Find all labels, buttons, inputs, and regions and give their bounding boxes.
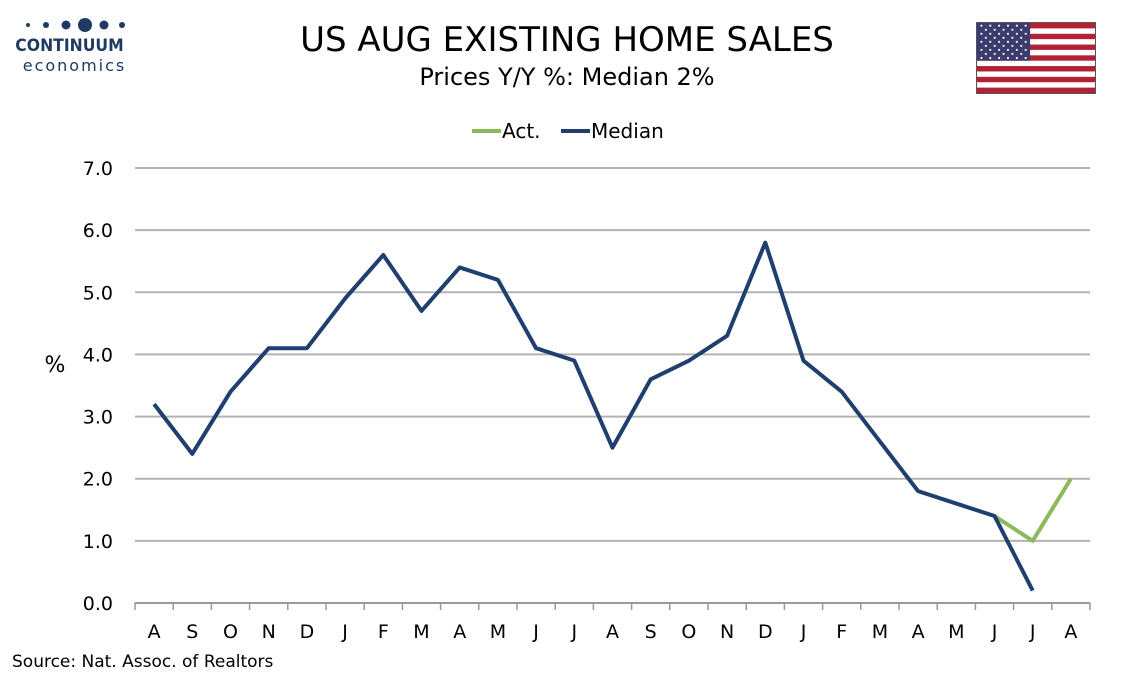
series-line-act [993, 477, 1073, 543]
x-tick-label: N [720, 621, 734, 643]
x-tick-label: A [912, 621, 925, 643]
x-tick-label: F [378, 621, 389, 643]
x-tick-label: M [413, 621, 429, 643]
x-tick-label: A [148, 621, 161, 643]
y-tick-label: 2.0 [83, 469, 113, 491]
y-tick-label: 4.0 [83, 344, 113, 366]
logo-sub: economics [22, 56, 127, 75]
x-tick-label: J [341, 621, 348, 643]
y-tick-label: 7.0 [83, 158, 113, 180]
logo-dots-icon [26, 18, 125, 32]
continuum-logo: CONTINUUM economics [12, 14, 137, 76]
y-tick-label: 3.0 [83, 407, 113, 429]
x-tick-label: M [872, 621, 888, 643]
y-tick-label: 1.0 [83, 531, 113, 553]
y-tick-label: 5.0 [83, 282, 113, 304]
x-tick-label: N [262, 621, 276, 643]
y-tick-label: 6.0 [83, 220, 113, 242]
x-tick-label: D [758, 621, 773, 643]
series-line-median [152, 240, 1035, 592]
chart-title: US AUG EXISTING HOME SALES [300, 20, 834, 60]
y-axis-label: % [45, 353, 66, 378]
x-tick-label: J [991, 621, 998, 643]
x-tick-label: O [681, 621, 696, 643]
x-tick-label: A [453, 621, 466, 643]
us-flag-icon [976, 22, 1096, 94]
y-tick-label: 0.0 [83, 593, 113, 615]
x-tick-label: M [490, 621, 506, 643]
legend-label: Median [591, 119, 664, 143]
x-tick-label: S [186, 621, 198, 643]
x-tick-label: J [570, 621, 577, 643]
source-note: Source: Nat. Assoc. of Realtors [12, 652, 274, 672]
x-tick-label: M [948, 621, 964, 643]
x-tick-label: D [300, 621, 315, 643]
x-tick-label: A [1064, 621, 1077, 643]
x-tick-label: F [836, 621, 847, 643]
logo-brand: CONTINUUM [15, 36, 124, 56]
chart-subtitle: Prices Y/Y %: Median 2% [419, 63, 715, 91]
x-tick-label: J [532, 621, 539, 643]
x-tick-label: O [223, 621, 238, 643]
x-tick-label: J [1029, 621, 1036, 643]
legend-label: Act. [502, 119, 541, 143]
x-tick-label: A [606, 621, 619, 643]
x-tick-label: S [645, 621, 657, 643]
x-tick-label: J [800, 621, 807, 643]
